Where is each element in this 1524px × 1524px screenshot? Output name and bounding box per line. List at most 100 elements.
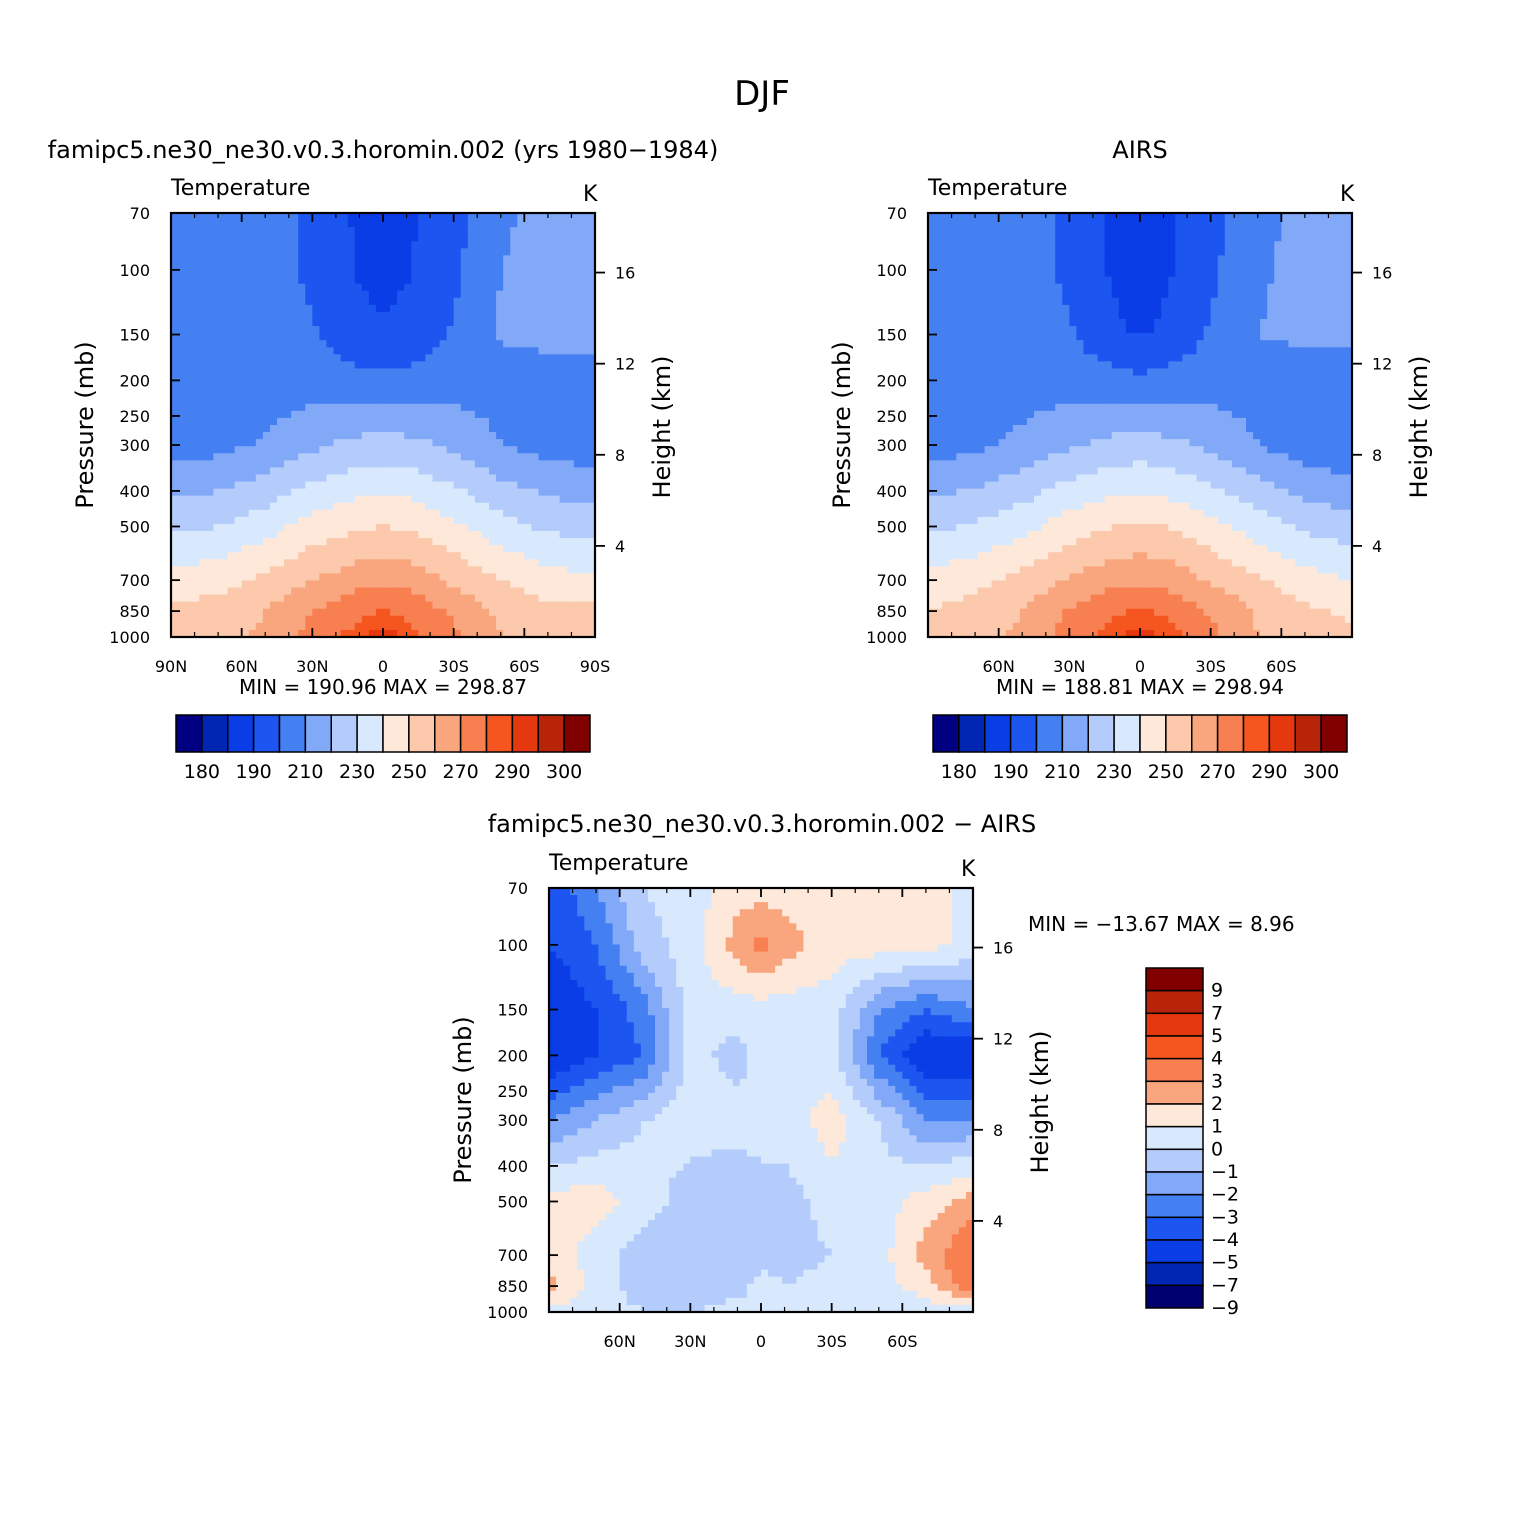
contour-cell	[262, 213, 271, 221]
contour-cell	[1260, 333, 1268, 341]
contour-cell	[481, 516, 490, 525]
contour-cell	[467, 410, 476, 419]
contour-cell	[474, 531, 483, 539]
contour-cell	[227, 269, 236, 278]
contour-cell	[1111, 241, 1120, 249]
contour-cell	[361, 255, 370, 264]
contour-cell	[192, 488, 200, 497]
contour-cell	[524, 580, 532, 589]
contour-cell	[949, 333, 957, 341]
contour-cell	[474, 523, 483, 532]
contour-cell	[949, 276, 957, 285]
contour-cell	[531, 566, 540, 574]
contour-cell	[397, 248, 405, 256]
contour-cell	[1189, 234, 1198, 242]
contour-cell	[269, 368, 278, 377]
contour-cell	[418, 573, 426, 582]
contour-cell	[284, 410, 292, 419]
contour-cell	[580, 509, 589, 518]
contour-cell	[1210, 333, 1219, 341]
contour-cell	[383, 573, 391, 582]
contour-cell	[411, 213, 419, 221]
contour-cell	[340, 559, 349, 567]
contour-cell	[241, 502, 250, 511]
contour-cell	[1203, 297, 1212, 306]
contour-cell	[185, 319, 193, 327]
contour-cell	[1104, 283, 1113, 292]
contour-cell	[220, 460, 229, 468]
contour-cell	[538, 262, 547, 271]
contour-cell	[347, 290, 356, 299]
contour-cell	[432, 474, 441, 483]
contour-cell	[213, 439, 222, 447]
contour-cell	[298, 594, 306, 603]
contour-cell	[1012, 241, 1021, 249]
contour-cell	[439, 453, 448, 461]
contour-cell	[361, 453, 370, 461]
contour-cell	[1083, 297, 1092, 306]
contour-cell	[220, 326, 229, 334]
contour-cell	[1330, 220, 1339, 228]
contour-cell	[467, 552, 476, 560]
contour-cell	[354, 608, 363, 617]
contour-cell	[404, 417, 412, 426]
contour-cell	[1260, 255, 1268, 264]
contour-cell	[580, 516, 589, 525]
contour-cell	[510, 488, 518, 497]
contour-cell	[1203, 248, 1212, 256]
contour-cell	[234, 453, 243, 461]
contour-cell	[185, 594, 193, 603]
contour-cell	[347, 594, 356, 603]
contour-cell	[340, 523, 349, 532]
contour-cell	[227, 354, 236, 362]
contour-cell	[453, 615, 462, 624]
contour-cell	[524, 220, 532, 228]
contour-cell	[185, 255, 193, 264]
contour-cell	[1048, 227, 1056, 235]
contour-cell	[503, 297, 511, 306]
contour-cell	[404, 552, 412, 560]
contour-cell	[340, 311, 349, 320]
contour-cell	[354, 432, 363, 440]
contour-cell	[503, 410, 511, 419]
contour-cell	[460, 502, 469, 511]
contour-cell	[255, 234, 264, 242]
contour-cell	[432, 587, 441, 596]
contour-cell	[298, 368, 306, 377]
contour-cell	[178, 354, 186, 362]
contour-cell	[439, 615, 448, 624]
contour-cell	[1281, 354, 1289, 362]
contour-cell	[326, 559, 335, 567]
contour-cell	[192, 615, 200, 624]
contour-cell	[383, 311, 391, 320]
contour-cell	[227, 319, 236, 327]
contour-cell	[587, 410, 596, 419]
contour-cell	[481, 389, 490, 398]
contour-cell	[474, 439, 483, 447]
contour-cell	[368, 290, 377, 299]
contour-cell	[248, 234, 257, 242]
contour-cell	[503, 326, 511, 334]
contour-cell	[1295, 290, 1304, 299]
contour-cell	[171, 276, 179, 285]
contour-cell	[566, 220, 575, 228]
y-tick-label: 100	[119, 261, 150, 280]
contour-cell	[390, 241, 398, 249]
contour-cell	[1210, 311, 1219, 320]
contour-cell	[354, 516, 363, 525]
contour-cell	[991, 262, 1000, 271]
contour-cell	[453, 516, 462, 525]
contour-cell	[1118, 220, 1127, 228]
contour-cell	[390, 283, 398, 292]
contour-cell	[418, 580, 426, 589]
contour-cell	[474, 326, 483, 334]
contour-cell	[446, 516, 455, 525]
contour-cell	[573, 523, 582, 532]
contour-cell	[1048, 340, 1056, 348]
contour-cell	[1104, 255, 1113, 264]
contour-cell	[467, 354, 476, 362]
contour-cell	[524, 425, 532, 433]
contour-cell	[559, 382, 568, 391]
contour-cell	[199, 311, 207, 320]
contour-cell	[241, 432, 250, 440]
